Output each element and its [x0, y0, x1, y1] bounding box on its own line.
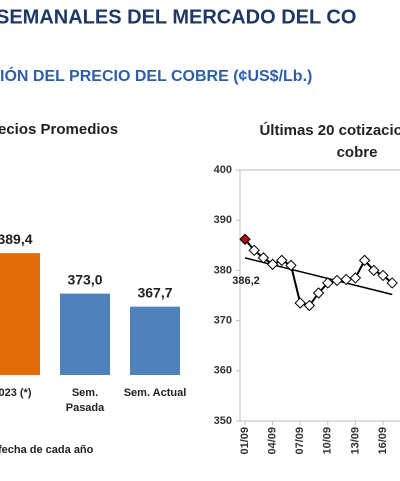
bar-value-label: 389,4	[0, 231, 33, 247]
page-title: SEMANALES DEL MERCADO DEL CO	[0, 6, 356, 28]
y-tick-label: 380	[214, 264, 232, 276]
point	[266, 258, 279, 271]
bar	[0, 253, 40, 375]
bar	[60, 293, 110, 375]
data-label: 386,2	[232, 275, 260, 287]
x-tick-label: 023 (*)	[0, 387, 32, 399]
line-chart-title: Últimas 20 cotizaciones delcobre	[259, 121, 400, 161]
y-tick-label: 370	[214, 315, 232, 327]
x-tick-label: Sem. Actual	[124, 387, 187, 399]
plot-frame	[239, 169, 400, 422]
bar	[130, 306, 180, 375]
y-tick-label: 400	[214, 164, 232, 176]
x-tick-label: 16/09	[377, 427, 389, 455]
y-tick-label: 350	[214, 415, 232, 427]
point	[239, 233, 251, 245]
x-tick-label: 10/09	[322, 427, 334, 455]
point	[322, 277, 334, 289]
page-subtitle: IÓN DEL PRECIO DEL COBRE (¢US$/Lb.)	[0, 66, 312, 85]
point	[303, 299, 316, 312]
bar-value-label: 373,0	[67, 271, 102, 287]
x-tick-label: Sem. Pasada	[66, 387, 105, 414]
bar-chart-title: ecios Promedios	[0, 121, 118, 138]
x-tick-label: 04/09	[267, 427, 279, 455]
point	[257, 252, 270, 264]
y-tick-label: 390	[214, 214, 232, 226]
x-tick-label: 07/09	[294, 427, 306, 455]
point	[368, 264, 380, 277]
y-tick-label: 360	[214, 365, 232, 377]
point	[312, 287, 325, 299]
point	[248, 244, 260, 257]
x-tick-label: 13/09	[349, 427, 361, 455]
point	[386, 277, 398, 289]
point	[377, 269, 389, 282]
point	[285, 259, 297, 272]
bar-value-label: 367,7	[137, 284, 172, 300]
point	[340, 273, 352, 286]
footnote: fecha de cada año	[0, 444, 94, 456]
point	[349, 272, 362, 284]
x-tick-label: 01/09	[239, 427, 251, 455]
point	[276, 254, 288, 267]
point	[294, 297, 306, 309]
point	[358, 254, 371, 267]
point	[331, 274, 343, 287]
